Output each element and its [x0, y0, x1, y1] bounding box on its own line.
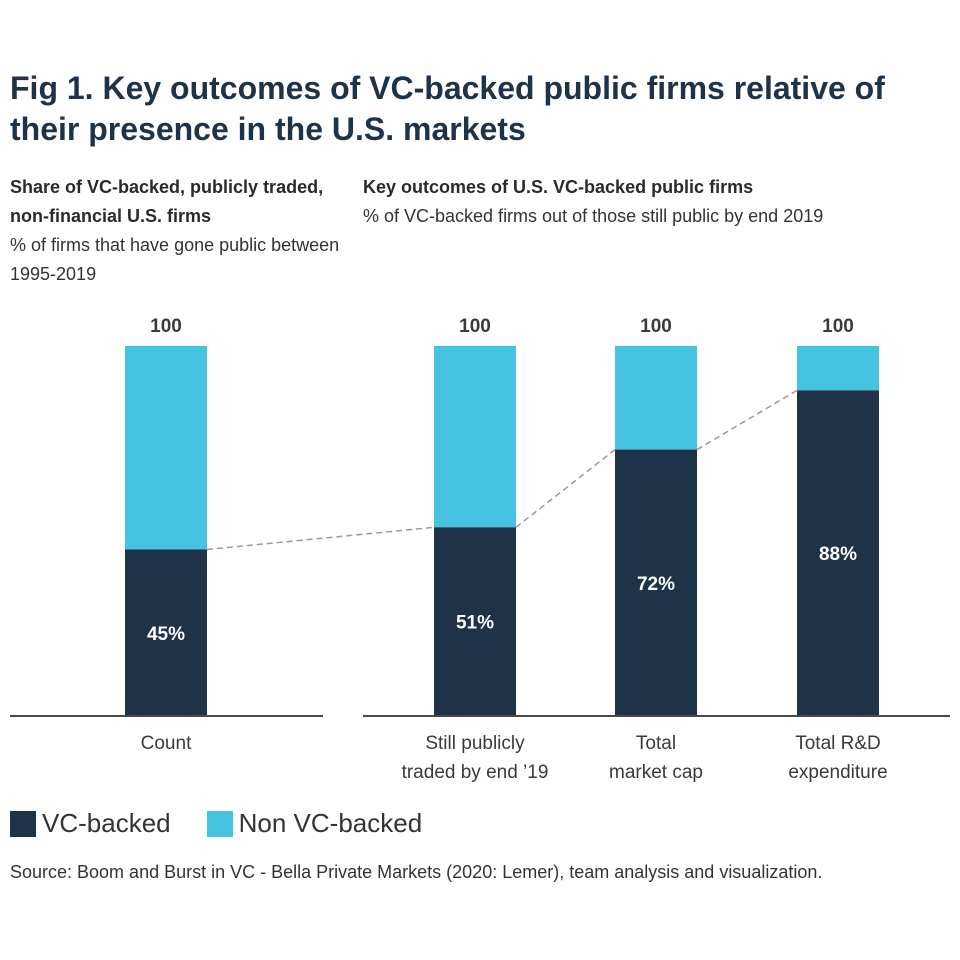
legend-label-non-vc: Non VC-backed	[238, 808, 423, 838]
category-label-0-0: Count	[141, 733, 192, 754]
bar-vc-0	[125, 549, 207, 716]
chart-title: Fig 1. Key outcomes of VC-backed public …	[10, 70, 885, 147]
right-panel-heading: Key outcomes of U.S. VC-backed public fi…	[363, 177, 754, 197]
connector-line-0	[206, 526, 435, 551]
total-label-0: 100	[150, 316, 182, 337]
left-panel-subheading: % of firms that have gone public between…	[10, 235, 340, 284]
vc-value-label-3: 88%	[819, 544, 857, 565]
category-label-3-1: expenditure	[788, 762, 887, 783]
vc-value-label-2: 72%	[637, 574, 675, 595]
stacked-bar-chart: 100 45% Count 100 51% Still publicly traded by…	[10, 316, 950, 783]
left-panel-subtitle: Share of VC-backed, publicly traded, non…	[10, 173, 340, 289]
connector-line-1	[515, 449, 616, 528]
total-label-3: 100	[822, 316, 854, 337]
category-label-1-1: traded by end ’19	[402, 762, 549, 783]
bar-vc-3	[797, 390, 879, 716]
legend-swatch-non-vc	[206, 810, 233, 837]
bar-vc-1	[434, 527, 516, 716]
source-note: Source: Boom and Burst in VC - Bella Pri…	[10, 862, 823, 882]
legend-item-non-vc: Non VC-backed	[206, 808, 423, 839]
bar-non-vc-3	[797, 346, 879, 391]
total-label-2: 100	[640, 316, 672, 337]
category-label-3-0: Total R&D	[795, 733, 881, 754]
total-label-1: 100	[459, 316, 491, 337]
category-label-1-0: Still publicly	[425, 733, 525, 754]
legend-label-vc: VC-backed	[42, 808, 171, 838]
legend-swatch-vc	[10, 810, 36, 837]
bar-non-vc-2	[615, 346, 697, 450]
right-panel-subheading: % of VC-backed firms out of those still …	[363, 206, 824, 226]
right-panel-subtitle: Key outcomes of U.S. VC-backed public fi…	[363, 173, 953, 231]
vc-value-label-1: 51%	[456, 613, 494, 634]
bar-non-vc-1	[434, 346, 516, 528]
legend-item-vc: VC-backed	[10, 808, 171, 839]
bar-vc-2	[615, 449, 697, 716]
category-label-2-1: market cap	[609, 762, 703, 783]
connector-line-2	[696, 389, 798, 451]
vc-value-label-0: 45%	[147, 624, 185, 645]
legend: VC-backed Non VC-backed	[10, 808, 458, 839]
left-panel-heading: Share of VC-backed, publicly traded, non…	[10, 177, 324, 226]
category-label-2-0: Total	[636, 733, 676, 754]
bar-non-vc-0	[125, 346, 207, 550]
